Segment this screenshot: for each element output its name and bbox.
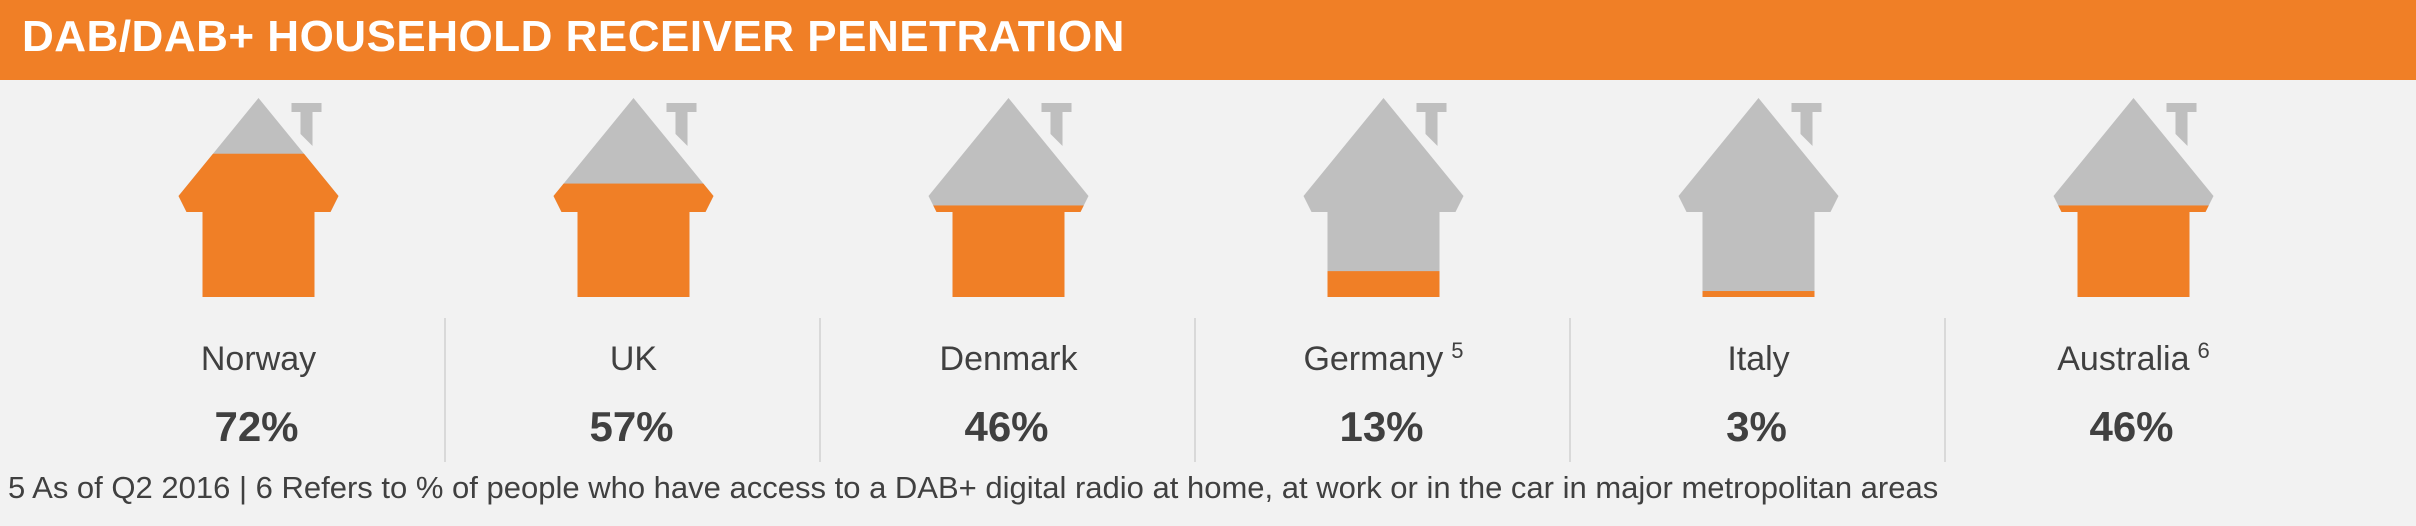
value-label: 13% — [1339, 403, 1423, 450]
title-banner: DAB/DAB+ HOUSEHOLD RECEIVER PENETRATION — [0, 0, 2416, 80]
house-group-denmark: Denmark 46% — [928, 98, 1089, 450]
chimney-icon — [666, 103, 697, 146]
value-label: 46% — [2089, 403, 2173, 450]
house-fill-bar — [2053, 205, 2214, 297]
house-icon — [1303, 98, 1464, 297]
value-label: 3% — [1726, 403, 1787, 450]
pictograph-chart: Norway 72% UK 57% Denmark 46% Germany 5 13% Italy… — [178, 98, 2214, 462]
footnote-ref: 5 — [1451, 338, 1463, 363]
chimney-icon — [291, 103, 322, 146]
category-label: Germany 5 — [1303, 338, 1463, 378]
value-label: 72% — [214, 403, 298, 450]
chart-title: DAB/DAB+ HOUSEHOLD RECEIVER PENETRATION — [22, 12, 1125, 61]
value-label: 46% — [964, 403, 1048, 450]
house-fill-bar — [1303, 271, 1464, 297]
house-fill-bar — [928, 205, 1089, 297]
house-group-italy: Italy 3% — [1678, 98, 1839, 450]
category-label: Australia 6 — [2057, 338, 2210, 378]
house-icon — [1678, 98, 1839, 297]
house-fill-bar — [1678, 291, 1839, 297]
category-label: Denmark — [940, 340, 1079, 378]
footnote: 5 As of Q2 2016 | 6 Refers to % of peopl… — [8, 470, 1939, 505]
category-label: Norway — [201, 340, 316, 378]
value-label: 57% — [589, 403, 673, 450]
house-group-australia: Australia 6 46% — [2053, 98, 2214, 450]
chimney-icon — [1041, 103, 1072, 146]
category-label: UK — [610, 340, 658, 378]
chimney-icon — [2166, 103, 2197, 146]
house-fill-bar — [553, 183, 714, 297]
chimney-icon — [1791, 103, 1822, 146]
footnote-ref: 6 — [2198, 338, 2210, 363]
chimney-icon — [1416, 103, 1447, 146]
house-group-uk: UK 57% — [553, 98, 714, 450]
house-group-germany: Germany 5 13% — [1303, 98, 1464, 450]
house-group-norway: Norway 72% — [178, 98, 339, 450]
category-label: Italy — [1727, 340, 1789, 378]
house-fill-bar — [178, 153, 339, 297]
